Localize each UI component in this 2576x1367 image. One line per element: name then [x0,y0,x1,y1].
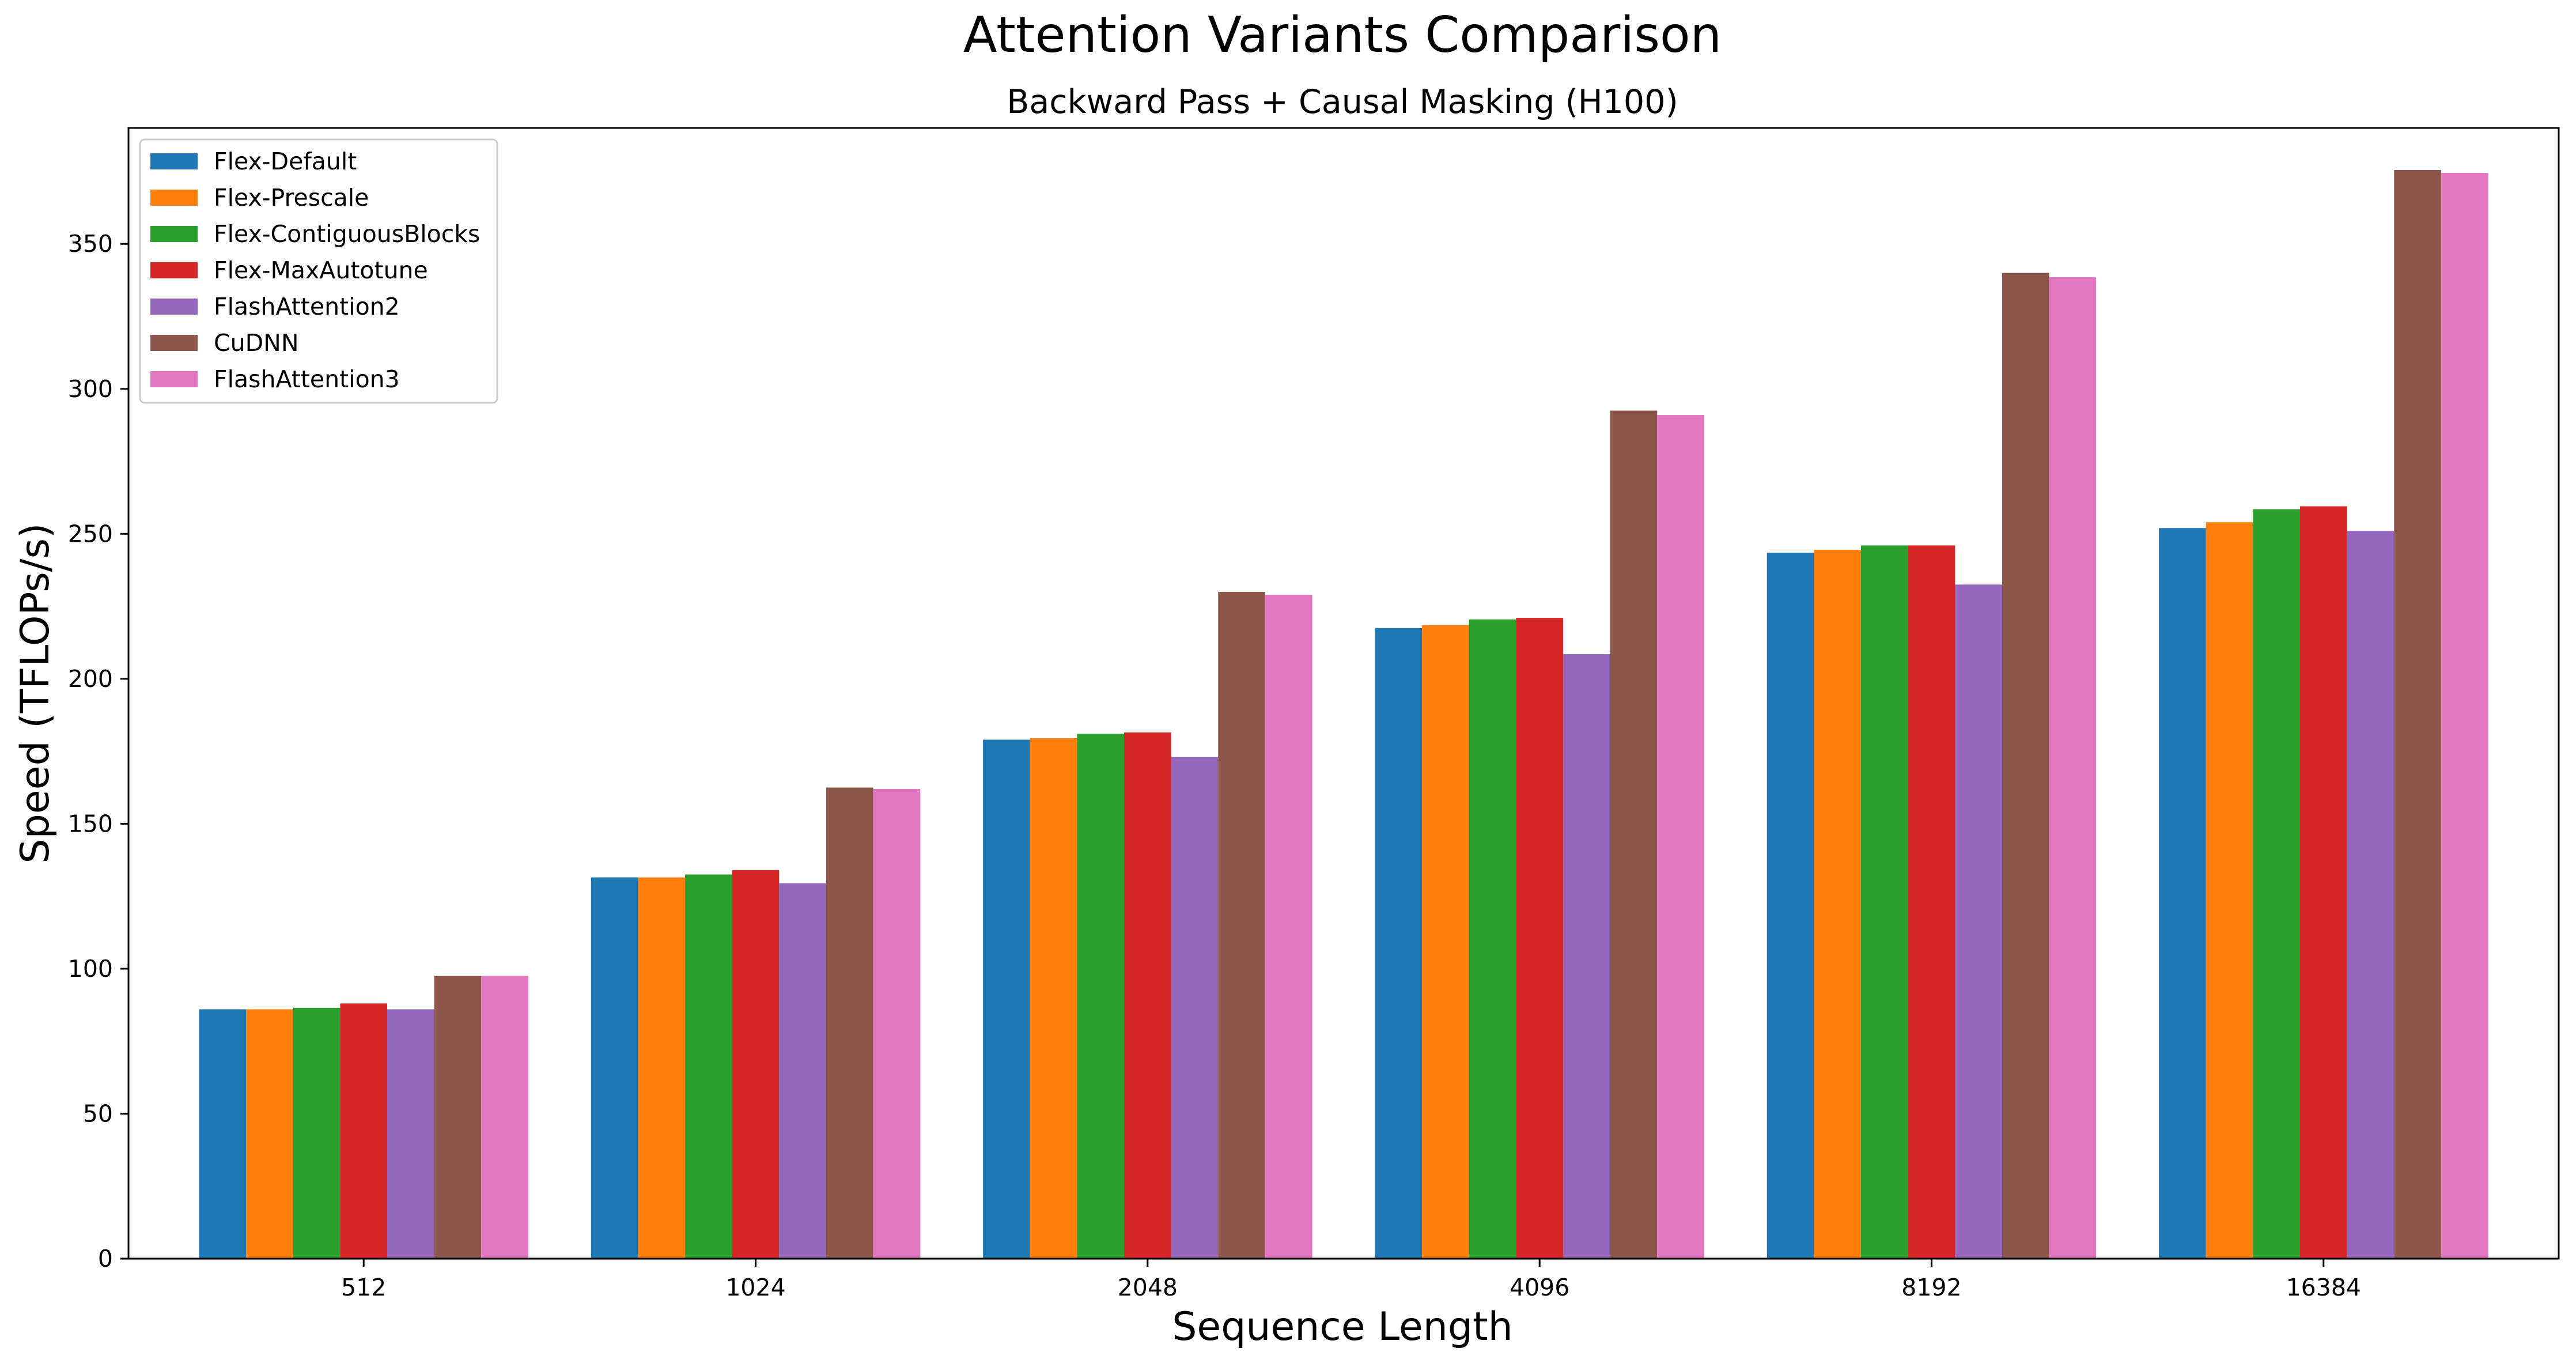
y-axis-label: Speed (TFLOPs/s) [13,523,58,863]
bar-flex-contiguousblocks-1024 [685,874,732,1259]
bar-flex-maxautotune-8192 [1908,545,1955,1259]
y-tick-label: 200 [68,665,113,693]
bar-flex-contiguousblocks-512 [293,1007,341,1259]
plot-frame [127,127,2560,1260]
bar-flashattention3-2048 [1265,594,1312,1259]
y-tick-label: 50 [83,1100,113,1127]
bar-flex-default-1024 [591,877,638,1259]
bar-flex-prescale-16384 [2206,522,2253,1259]
legend-swatch [150,262,198,278]
legend-swatch [150,153,198,169]
x-tick-label: 512 [341,1274,386,1301]
ticks-layer: 512 1024 2048 4096 8192 16384 0 50 100 150 200 250 3… [68,230,2361,1301]
y-tick-label: 300 [68,375,113,403]
legend-label: Flex-MaxAutotune [214,256,428,284]
bar-flex-maxautotune-4096 [1516,618,1563,1259]
bar-cudnn-512 [434,976,482,1259]
y-tick-label: 350 [68,230,113,258]
legend-swatch [150,190,198,206]
bar-flashattention2-512 [387,1009,434,1259]
bar-flex-default-8192 [1766,553,1814,1259]
x-tick-label: 16384 [2286,1274,2361,1301]
x-tick-label: 1024 [725,1274,785,1301]
bar-flex-prescale-2048 [1030,738,1077,1259]
legend-swatch [150,299,198,315]
bar-flex-maxautotune-16384 [2299,506,2347,1259]
y-tick-label: 150 [68,810,113,837]
legend-label: Flex-Default [214,148,357,175]
bar-cudnn-2048 [1218,591,1265,1259]
bar-flashattention3-16384 [2441,172,2488,1259]
legend-label: FlashAttention3 [214,365,400,393]
bar-cudnn-1024 [826,787,873,1259]
bar-flex-prescale-1024 [638,877,686,1259]
bar-cudnn-4096 [1610,410,1658,1259]
bars-layer [199,169,2488,1259]
bar-flex-default-16384 [2159,528,2206,1259]
bar-flex-contiguousblocks-2048 [1077,734,1125,1259]
bar-flashattention2-2048 [1171,757,1219,1259]
bar-cudnn-8192 [2002,273,2049,1259]
bar-flashattention2-1024 [779,883,826,1259]
x-tick-label: 2048 [1118,1274,1178,1301]
legend: Flex-Default Flex-Prescale Flex-Contiguous… [139,138,498,404]
y-tick-label: 100 [68,955,113,983]
bar-flex-contiguousblocks-16384 [2253,509,2300,1259]
bar-flashattention3-512 [481,976,528,1259]
x-axis-label: Sequence Length [1172,1304,1513,1350]
legend-label: Flex-ContiguousBlocks [214,220,480,248]
y-tick-label: 250 [68,520,113,547]
bar-flex-prescale-8192 [1814,549,1862,1259]
bar-flex-contiguousblocks-4096 [1469,619,1516,1259]
chart-title: Attention Variants Comparison [963,6,1722,64]
bar-cudnn-16384 [2394,169,2441,1259]
bar-flashattention2-16384 [2347,531,2395,1259]
bar-flex-prescale-4096 [1422,625,1469,1259]
bar-flex-prescale-512 [246,1009,293,1259]
chart-subtitle: Backward Pass + Causal Masking (H100) [1007,83,1678,121]
bar-flex-default-4096 [1375,628,1423,1259]
bar-flex-default-2048 [983,739,1030,1259]
bar-flashattention3-4096 [1657,415,1704,1259]
legend-swatch [150,226,198,242]
bar-flashattention3-8192 [2049,277,2097,1259]
bar-flex-maxautotune-1024 [732,870,780,1259]
legend-label: CuDNN [214,329,299,357]
legend-label: Flex-Prescale [214,184,369,212]
bar-flashattention3-1024 [873,789,921,1259]
bar-flex-maxautotune-512 [340,1003,388,1259]
x-tick-label: 8192 [1901,1274,1961,1301]
bar-flex-default-512 [199,1009,247,1259]
bar-flashattention2-4096 [1563,654,1610,1259]
legend-swatch [150,371,198,387]
legend-swatch [150,335,198,351]
legend-label: FlashAttention2 [214,293,400,320]
x-tick-label: 4096 [1510,1274,1569,1301]
bar-flex-contiguousblocks-8192 [1861,545,1908,1259]
legend-box [139,138,498,404]
bar-flashattention2-8192 [1955,584,2002,1259]
bar-flex-maxautotune-2048 [1124,732,1171,1259]
y-tick-label: 0 [98,1245,113,1272]
